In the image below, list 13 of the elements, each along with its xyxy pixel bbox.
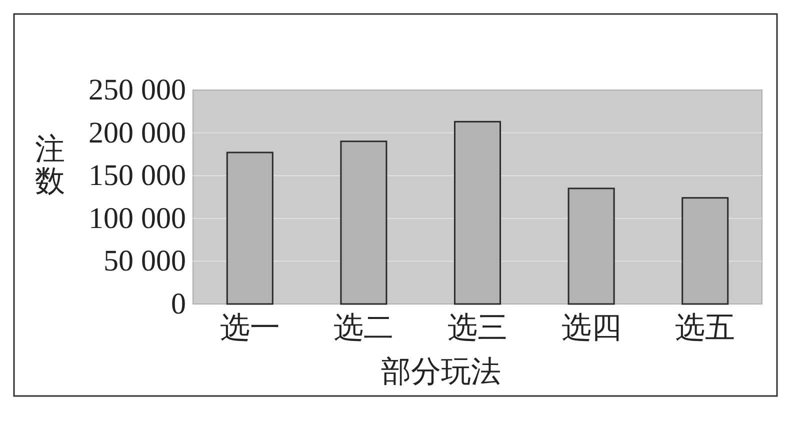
y-tick-label: 250 000: [88, 74, 186, 106]
y-tick-label: 150 000: [88, 159, 186, 192]
x-tick-label: 选五: [675, 312, 736, 344]
y-tick-label: 200 000: [88, 116, 186, 150]
y-tick-label: 50 000: [104, 244, 186, 278]
y-tick-label: 100 000: [88, 202, 186, 235]
x-tick-label: 选二: [334, 312, 394, 344]
y-axis-title: 注数: [35, 132, 65, 198]
x-tick-label: 选一: [220, 312, 280, 344]
x-tick-label: 选三: [448, 312, 508, 344]
y-tick-label: 0: [171, 288, 186, 320]
x-axis-title: 部分玩法: [381, 356, 501, 388]
x-tick-label: 选四: [561, 312, 622, 344]
